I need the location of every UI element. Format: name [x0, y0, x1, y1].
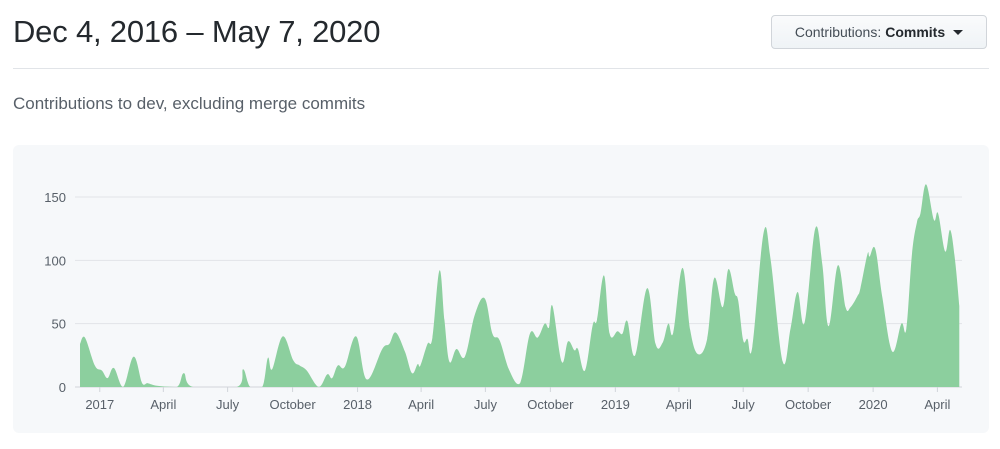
y-tick-label: 100 [44, 253, 66, 268]
y-axis: 0 50 100 150 [44, 190, 66, 395]
x-tick-label: October [269, 397, 316, 412]
commits-area [80, 184, 960, 387]
x-tick-label: 2020 [859, 397, 888, 412]
x-tick-label: April [666, 397, 692, 412]
page-title: Dec 4, 2016 – May 7, 2020 [13, 14, 381, 49]
filter-value: Commits [885, 24, 946, 40]
contributions-chart: 0 50 100 150 2017 April July October 2018 April J… [44, 184, 962, 412]
x-tick-label: 2017 [85, 397, 114, 412]
x-tick-label: 2019 [601, 397, 630, 412]
chart-subtitle: Contributions to dev, excluding merge co… [13, 94, 366, 113]
header-divider [13, 68, 989, 69]
y-tick-label: 50 [52, 317, 66, 332]
filter-label: Contributions: [794, 24, 882, 40]
x-tick-label: October [527, 397, 574, 412]
x-tick-label: July [216, 397, 240, 412]
chart-card: 0 50 100 150 2017 April July October 2018 April J… [13, 145, 989, 433]
x-tick-label: October [785, 397, 832, 412]
x-tick-label: 2018 [343, 397, 372, 412]
x-tick-label: April [924, 397, 950, 412]
x-axis: 2017 April July October 2018 April July October… [85, 387, 951, 412]
caret-down-icon [953, 29, 964, 35]
x-tick-label: April [150, 397, 176, 412]
x-tick-label: July [474, 397, 498, 412]
x-tick-label: July [732, 397, 756, 412]
x-tick-label: April [408, 397, 434, 412]
contributions-filter-button[interactable]: Contributions: Commits [771, 15, 987, 49]
y-tick-label: 0 [59, 380, 66, 395]
y-tick-label: 150 [44, 190, 66, 205]
